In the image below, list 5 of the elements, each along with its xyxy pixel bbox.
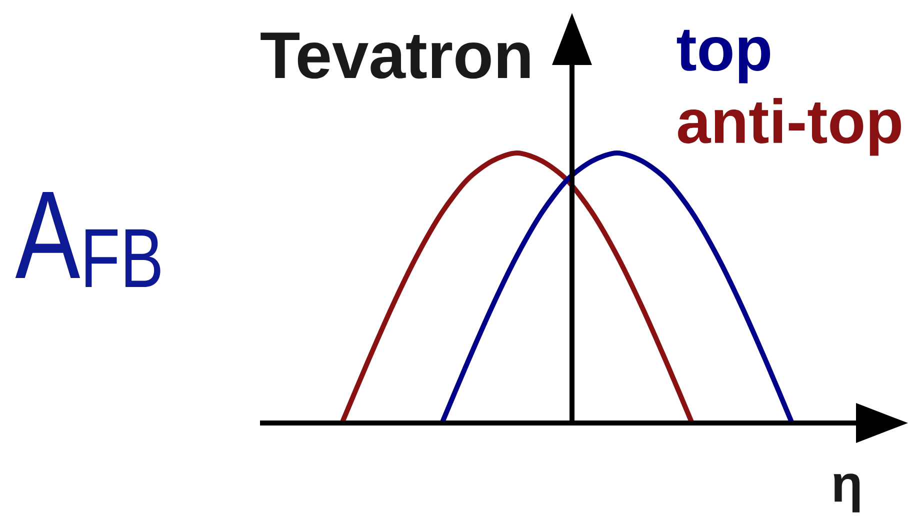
chart-title: Tevatron bbox=[260, 32, 530, 79]
y-axis-title: A$_{FB}$ bbox=[15, 192, 160, 287]
series-label: anti-top bbox=[678, 98, 901, 156]
x-axis-title: η bbox=[834, 474, 860, 512]
series-label: top bbox=[676, 30, 770, 84]
